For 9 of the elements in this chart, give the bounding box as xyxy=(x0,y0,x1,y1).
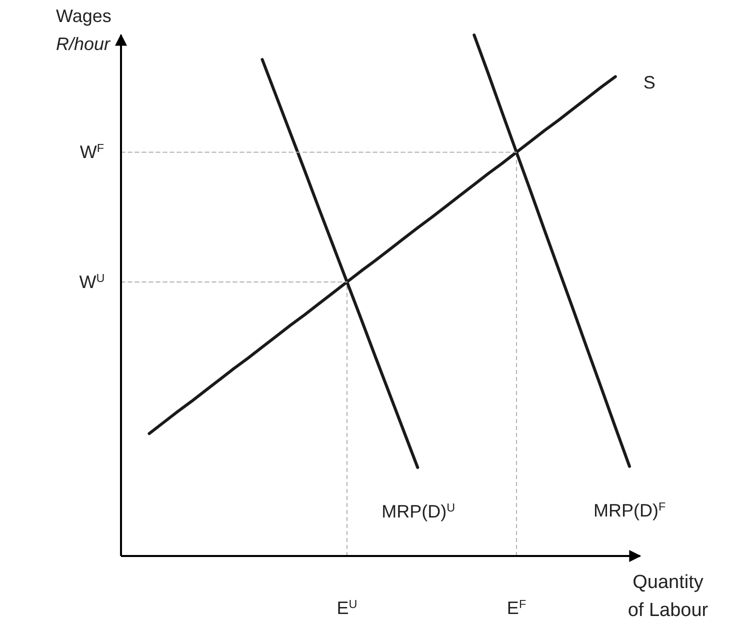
x-tick-label: E$^{F}$ xyxy=(506,598,526,618)
series-label: W$^{U}$ xyxy=(79,271,105,292)
series-label: W$^{F}$ xyxy=(80,142,104,162)
text: MRP(D)$^{F}$ xyxy=(594,500,666,520)
y-axis-title: Wages R/hour xyxy=(56,6,112,54)
text: MRP(D)$^{U}$ xyxy=(382,500,456,522)
x-tick-label: E$^{U}$ xyxy=(336,598,358,618)
x-axis-title: Quantity of Labour xyxy=(628,572,709,621)
series-label: S xyxy=(643,72,656,93)
